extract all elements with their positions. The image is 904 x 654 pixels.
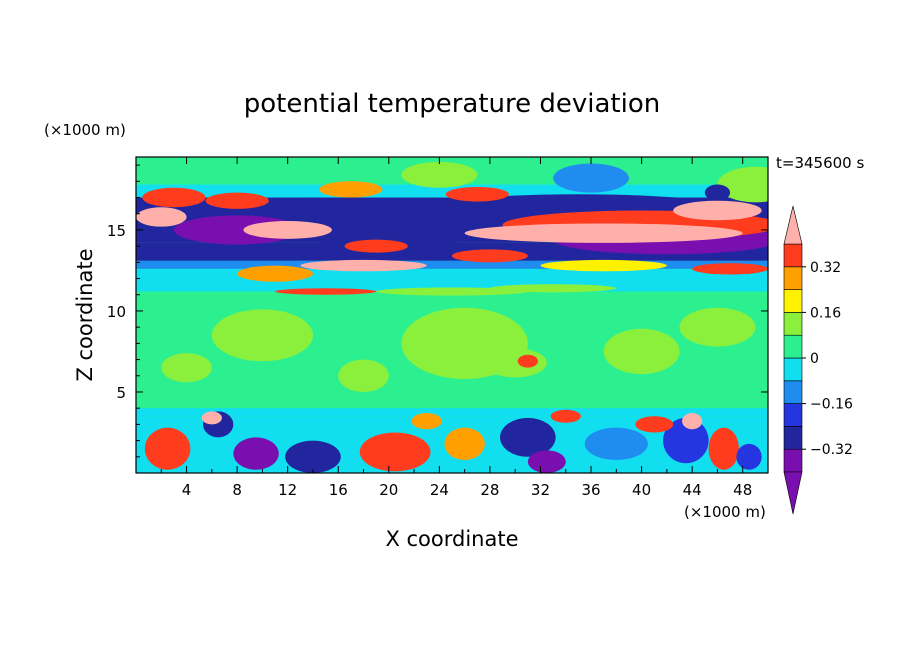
time-label: t=345600 s bbox=[776, 154, 864, 172]
x-tick-label: 40 bbox=[632, 481, 651, 499]
x-tick-label: 28 bbox=[480, 481, 499, 499]
contour-blob bbox=[401, 161, 478, 188]
contour-blob bbox=[376, 287, 528, 296]
contour-blob bbox=[344, 239, 408, 253]
colorbar-label: 0.32 bbox=[810, 260, 841, 276]
x-tick-label: 48 bbox=[733, 481, 752, 499]
contour-blob bbox=[233, 437, 279, 470]
field-band bbox=[136, 260, 768, 269]
plot-frame bbox=[135, 156, 769, 474]
x-unit-label: (×1000 m) bbox=[684, 503, 766, 521]
contour-blob bbox=[243, 221, 332, 239]
x-tick-label: 12 bbox=[278, 481, 297, 499]
colorbar-label: 0.16 bbox=[810, 305, 841, 321]
contour-blob bbox=[489, 284, 617, 293]
x-tick-label: 24 bbox=[430, 481, 449, 499]
x-tick-label: 32 bbox=[531, 481, 550, 499]
colorbar-swatch bbox=[783, 334, 803, 359]
contour-blob bbox=[359, 432, 431, 472]
contour-blob bbox=[673, 200, 762, 221]
contour-blob bbox=[445, 186, 509, 202]
contour-blob bbox=[663, 417, 709, 464]
contour-blob bbox=[285, 440, 341, 473]
x-tick-label: 44 bbox=[683, 481, 702, 499]
x-axis-label: X coordinate bbox=[385, 527, 518, 551]
contour-fields bbox=[136, 157, 768, 473]
x-axis: 4 8 12 16 20 24 28 32 36 40 44 48 bbox=[160, 157, 752, 499]
contour-blob bbox=[540, 259, 667, 272]
chart-title: potential temperature deviation bbox=[244, 89, 660, 119]
contour-blob bbox=[444, 427, 485, 461]
contour-blob bbox=[517, 354, 538, 368]
y-tick-label: 15 bbox=[107, 222, 126, 240]
contour-blob bbox=[319, 181, 383, 198]
contour-blob bbox=[144, 427, 191, 470]
contour-blob bbox=[708, 427, 739, 470]
colorbar-swatch bbox=[783, 448, 803, 473]
colorbar-swatch bbox=[783, 312, 803, 336]
contour-blob bbox=[338, 359, 389, 392]
colorbar-label: 0 bbox=[810, 351, 819, 367]
colorbar-swatch bbox=[783, 403, 803, 427]
contour-blob bbox=[527, 450, 566, 473]
contour-blob bbox=[201, 411, 222, 425]
contour-blob bbox=[717, 166, 768, 203]
contour-blob bbox=[464, 223, 743, 243]
contour-blob bbox=[500, 417, 556, 457]
y-axis: 5 10 15 bbox=[107, 164, 768, 458]
x-tick-label: 20 bbox=[379, 481, 398, 499]
colorbar-under-arrow bbox=[783, 471, 803, 515]
contour-blob bbox=[704, 184, 731, 201]
contour-blob bbox=[275, 288, 377, 295]
contour-blob bbox=[682, 413, 703, 430]
contour-blob bbox=[211, 309, 313, 362]
contour-blob bbox=[452, 249, 528, 263]
x-tick-label: 4 bbox=[182, 481, 192, 499]
contour-blob bbox=[205, 192, 269, 209]
contour-blob bbox=[142, 187, 206, 208]
contour-blob bbox=[553, 163, 629, 193]
y-unit-label: (×1000 m) bbox=[44, 121, 126, 139]
contour-blob bbox=[550, 409, 581, 423]
y-axis-label: Z coordinate bbox=[73, 248, 97, 381]
x-tick-label: 36 bbox=[581, 481, 600, 499]
contour-blob bbox=[136, 207, 187, 227]
contour-blob bbox=[679, 307, 756, 347]
colorbar-over-arrow bbox=[783, 205, 803, 245]
colorbar-swatch bbox=[783, 266, 803, 290]
contour-blob bbox=[635, 416, 674, 433]
colorbar-label: −0.16 bbox=[810, 397, 853, 413]
contour-blob bbox=[736, 443, 762, 470]
contour-blob bbox=[161, 353, 212, 383]
contour-blob bbox=[300, 259, 427, 272]
contour-blob bbox=[603, 328, 680, 375]
field-band bbox=[136, 408, 768, 417]
colorbar-swatch bbox=[783, 426, 803, 450]
colorbar-swatch bbox=[783, 289, 803, 313]
colorbar-swatch bbox=[783, 380, 803, 404]
colorbar-swatch bbox=[783, 357, 803, 382]
y-tick-label: 5 bbox=[116, 384, 126, 402]
contour-blob bbox=[237, 265, 313, 282]
colorbar: 0.32 0.16 0 −0.16 −0.32 bbox=[783, 205, 853, 515]
contour-blob bbox=[692, 263, 768, 275]
x-tick-label: 16 bbox=[329, 481, 348, 499]
x-tick-label: 8 bbox=[232, 481, 242, 499]
contour-blob bbox=[411, 413, 442, 430]
y-tick-label: 10 bbox=[107, 303, 126, 321]
contour-blob bbox=[237, 197, 389, 224]
colorbar-swatch bbox=[783, 243, 803, 268]
contour-blob bbox=[584, 427, 648, 461]
colorbar-label: −0.32 bbox=[810, 442, 853, 458]
